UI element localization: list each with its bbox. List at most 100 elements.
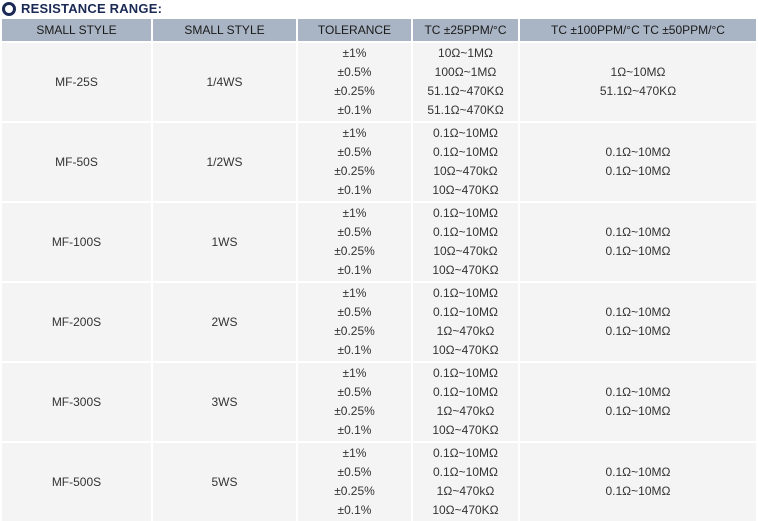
header-tc100-50: TC ±100PPM/°C TC ±50PPM/°C <box>520 19 756 41</box>
table-row: MF-25S 1/4WS ±1% ±0.5% ±0.25% ±0.1% 10Ω~1MΩ… <box>2 43 756 121</box>
tc25-cell: 10Ω~1MΩ 100Ω~1MΩ 51.1Ω~470KΩ 51.1Ω~470KΩ <box>413 43 518 121</box>
style-cell: MF-500S <box>2 443 151 521</box>
tolerance-cell: ±1% ±0.5% ±0.25% ±0.1% <box>298 363 411 441</box>
table-row: MF-200S 2WS ±1% ±0.5% ±0.25% ±0.1% 0.1Ω~10M… <box>2 283 756 361</box>
value-line: 0.1Ω~10MΩ <box>433 385 498 399</box>
value-line: ±0.5% <box>337 465 372 479</box>
header-small-style-1: SMALL STYLE <box>2 19 151 41</box>
header-tc25: TC ±25PPM/°C <box>413 19 518 41</box>
value-line: ±0.1% <box>337 343 372 357</box>
tc100-cell: 0.1Ω~10MΩ 0.1Ω~10MΩ <box>520 363 756 441</box>
value-line: ±0.5% <box>337 65 372 79</box>
style-cell: MF-300S <box>2 363 151 441</box>
watt-cell: 3WS <box>153 363 296 441</box>
value-line: 51.1Ω~470KΩ <box>599 84 677 98</box>
value-line: ±0.25% <box>334 244 375 258</box>
table-row: MF-100S 1WS ±1% ±0.5% ±0.25% ±0.1% 0.1Ω~10M… <box>2 203 756 281</box>
value-line: ±1% <box>342 366 367 380</box>
value-line: 0.1Ω~10MΩ <box>433 366 498 380</box>
style-cell: MF-200S <box>2 283 151 361</box>
value-line: 0.1Ω~10MΩ <box>433 446 498 460</box>
value-line: 0.1Ω~10MΩ <box>605 164 671 178</box>
value-line: ±0.25% <box>334 84 375 98</box>
value-line: ±0.5% <box>337 145 372 159</box>
value-line: 10Ω~470kΩ <box>433 244 498 258</box>
value-line: 10Ω~470KΩ <box>432 423 499 437</box>
value-line: 51.1Ω~470KΩ <box>427 103 504 117</box>
tc100-cell: 0.1Ω~10MΩ 0.1Ω~10MΩ <box>520 443 756 521</box>
value-line: 1Ω~10MΩ <box>610 65 666 79</box>
value-line: 0.1Ω~10MΩ <box>605 484 671 498</box>
tc25-cell: 0.1Ω~10MΩ 0.1Ω~10MΩ 1Ω~470kΩ 10Ω~470KΩ <box>413 363 518 441</box>
value-line: 100Ω~1MΩ <box>434 65 497 79</box>
value-line: ±1% <box>342 286 367 300</box>
header-tolerance: TOLERANCE <box>298 19 411 41</box>
style-cell: MF-25S <box>2 43 151 121</box>
tolerance-cell: ±1% ±0.5% ±0.25% ±0.1% <box>298 443 411 521</box>
value-line: 0.1Ω~10MΩ <box>433 126 498 140</box>
tc100-cell: 0.1Ω~10MΩ 0.1Ω~10MΩ <box>520 203 756 281</box>
value-line: 0.1Ω~10MΩ <box>433 225 498 239</box>
value-line: 0.1Ω~10MΩ <box>433 145 498 159</box>
value-line: ±0.25% <box>334 404 375 418</box>
table-body: MF-25S 1/4WS ±1% ±0.5% ±0.25% ±0.1% 10Ω~1MΩ… <box>2 43 756 521</box>
value-line: 0.1Ω~10MΩ <box>433 465 498 479</box>
value-line: 0.1Ω~10MΩ <box>605 244 671 258</box>
value-line: 10Ω~1MΩ <box>438 46 493 60</box>
table-row: MF-300S 3WS ±1% ±0.5% ±0.25% ±0.1% 0.1Ω~10M… <box>2 363 756 441</box>
value-line: 0.1Ω~10MΩ <box>605 465 671 479</box>
watt-cell: 1/4WS <box>153 43 296 121</box>
value-line: 0.1Ω~10MΩ <box>605 324 671 338</box>
value-line: 0.1Ω~10MΩ <box>605 145 671 159</box>
resistance-range-table: SMALL STYLE SMALL STYLE TOLERANCE TC ±25… <box>0 17 758 521</box>
value-line: ±1% <box>342 206 367 220</box>
tc100-cell: 1Ω~10MΩ 51.1Ω~470KΩ <box>520 43 756 121</box>
tolerance-cell: ±1% ±0.5% ±0.25% ±0.1% <box>298 123 411 201</box>
value-line: ±0.1% <box>337 503 372 517</box>
value-line: ±0.25% <box>334 324 375 338</box>
tc25-cell: 0.1Ω~10MΩ 0.1Ω~10MΩ 1Ω~470kΩ 10Ω~470KΩ <box>413 283 518 361</box>
style-cell: MF-100S <box>2 203 151 281</box>
value-line: ±1% <box>342 46 367 60</box>
value-line: 10Ω~470KΩ <box>432 503 499 517</box>
value-line: ±0.1% <box>337 423 372 437</box>
table-row: MF-50S 1/2WS ±1% ±0.5% ±0.25% ±0.1% 0.1Ω~10… <box>2 123 756 201</box>
value-line: ±0.5% <box>337 385 372 399</box>
tolerance-cell: ±1% ±0.5% ±0.25% ±0.1% <box>298 203 411 281</box>
value-line: ±1% <box>342 446 367 460</box>
value-line: 10Ω~470KΩ <box>432 263 499 277</box>
value-line: ±0.1% <box>337 183 372 197</box>
tolerance-cell: ±1% ±0.5% ±0.25% ±0.1% <box>298 283 411 361</box>
value-line: 0.1Ω~10MΩ <box>433 305 498 319</box>
value-line: ±0.5% <box>337 225 372 239</box>
header-small-style-2: SMALL STYLE <box>153 19 296 41</box>
value-line: ±0.5% <box>337 305 372 319</box>
table-row: MF-500S 5WS ±1% ±0.5% ±0.25% ±0.1% 0.1Ω~10M… <box>2 443 756 521</box>
value-line: 0.1Ω~10MΩ <box>605 225 671 239</box>
value-line: ±0.1% <box>337 103 372 117</box>
tc100-cell: 0.1Ω~10MΩ 0.1Ω~10MΩ <box>520 123 756 201</box>
header-row: SMALL STYLE SMALL STYLE TOLERANCE TC ±25… <box>2 19 756 41</box>
value-line: 0.1Ω~10MΩ <box>433 286 498 300</box>
value-line: 10Ω~470KΩ <box>432 343 499 357</box>
value-line: 0.1Ω~10MΩ <box>433 206 498 220</box>
style-cell: MF-50S <box>2 123 151 201</box>
value-line: ±0.25% <box>334 484 375 498</box>
value-line: 0.1Ω~10MΩ <box>605 385 671 399</box>
watt-cell: 2WS <box>153 283 296 361</box>
value-line: 0.1Ω~10MΩ <box>605 404 671 418</box>
value-line: 10Ω~470KΩ <box>432 183 499 197</box>
value-line: ±1% <box>342 126 367 140</box>
value-line: ±0.1% <box>337 263 372 277</box>
section-title-bar: RESISTANCE RANGE: <box>0 0 758 17</box>
ring-bullet-icon <box>2 1 16 16</box>
value-line: 1Ω~470kΩ <box>436 404 495 418</box>
value-line: ±0.25% <box>334 164 375 178</box>
watt-cell: 5WS <box>153 443 296 521</box>
watt-cell: 1WS <box>153 203 296 281</box>
tc25-cell: 0.1Ω~10MΩ 0.1Ω~10MΩ 1Ω~470kΩ 10Ω~470KΩ <box>413 443 518 521</box>
section-title: RESISTANCE RANGE: <box>21 1 163 16</box>
tolerance-cell: ±1% ±0.5% ±0.25% ±0.1% <box>298 43 411 121</box>
tc25-cell: 0.1Ω~10MΩ 0.1Ω~10MΩ 10Ω~470kΩ 10Ω~470KΩ <box>413 123 518 201</box>
